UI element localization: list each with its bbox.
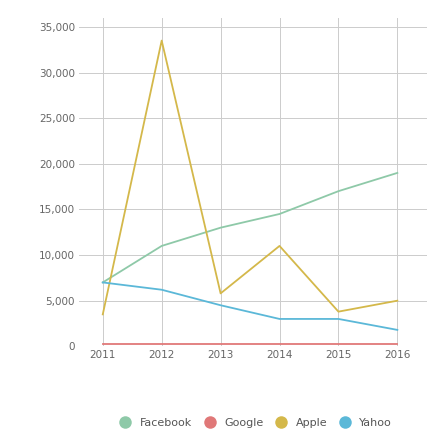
Legend: Facebook, Google, Apple, Yahoo: Facebook, Google, Apple, Yahoo [110, 414, 396, 433]
